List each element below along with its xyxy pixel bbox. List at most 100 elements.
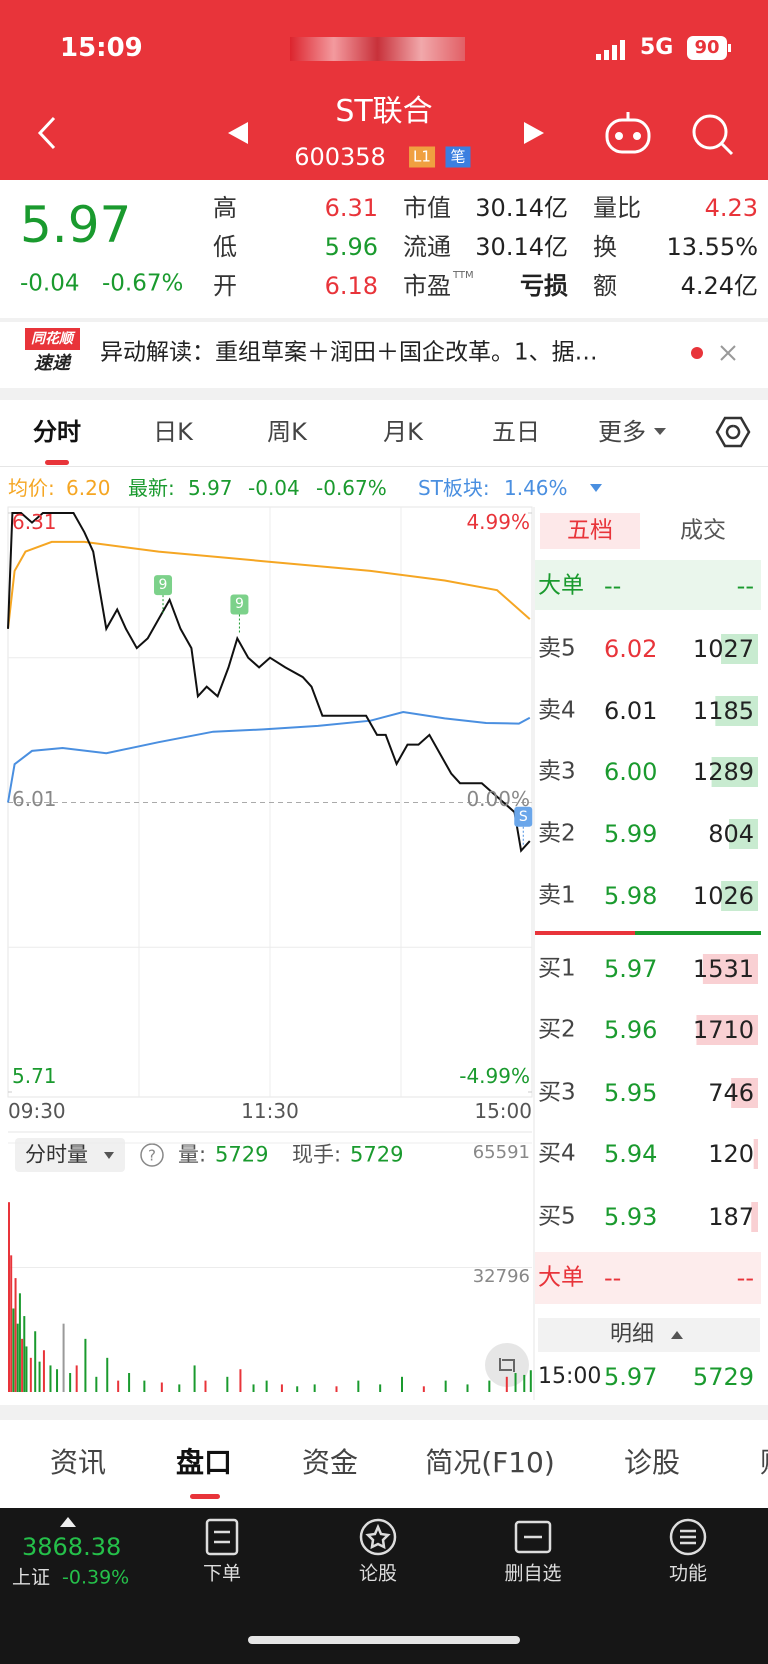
book-tab[interactable]: 五档 (567, 517, 613, 544)
action-label[interactable]: 下单 (202, 1562, 242, 1585)
separator (0, 466, 768, 467)
help-text: ? (148, 1146, 156, 1165)
book-tab[interactable]: 成交 (680, 517, 726, 544)
volume-bar (16, 1323, 19, 1392)
book-volume: 1026 (692, 882, 754, 910)
book-price: 5.93 (604, 1203, 658, 1231)
index-arrow (60, 1517, 76, 1527)
chart-tab[interactable]: 周K (267, 418, 307, 446)
volume-bar (62, 1323, 65, 1392)
field-label: 换 (593, 233, 617, 261)
help-icon[interactable] (140, 1143, 164, 1167)
book-volume-bar (753, 1139, 758, 1169)
next-icon[interactable] (524, 122, 544, 144)
book-label: 买2 (538, 1016, 576, 1043)
action-label[interactable]: 功能 (668, 1562, 708, 1585)
volume-bar (128, 1373, 131, 1392)
search-icon[interactable] (692, 114, 734, 156)
book-divider (535, 931, 635, 935)
trade-time: 15:00 (538, 1364, 602, 1389)
chart-tab[interactable]: 五日 (492, 418, 540, 446)
section-tab[interactable]: 财 (760, 1449, 768, 1477)
chart-tab[interactable]: 分时 (33, 418, 81, 446)
field-label: 市盈 (403, 272, 451, 300)
signal-label: 9 (234, 596, 244, 613)
close-icon[interactable] (720, 345, 736, 361)
book-volume: 187 (708, 1203, 754, 1231)
book-volume: 1531 (692, 955, 754, 983)
settings-icon[interactable] (715, 416, 751, 448)
volume-bar (178, 1384, 181, 1392)
chart-tab[interactable]: 更多 (598, 418, 646, 446)
action-label[interactable]: 论股 (358, 1562, 398, 1585)
latest-change: -0.04 (248, 476, 300, 500)
badge: 笔 (445, 146, 471, 168)
signal-badge (514, 806, 533, 827)
field-label: 市值 (403, 194, 451, 222)
book-price: 5.95 (604, 1079, 658, 1107)
signal-badge (230, 594, 249, 615)
section-tab[interactable]: 资金 (301, 1446, 359, 1479)
hand-value: 5729 (350, 1142, 404, 1167)
carrier-blur (290, 37, 465, 61)
signal-label: S (518, 808, 528, 825)
chart-tab[interactable]: 月K (383, 418, 423, 446)
book-label: 买5 (538, 1203, 576, 1230)
volume-bar (252, 1384, 255, 1392)
book-label: 买1 (538, 955, 576, 982)
field-value: 30.14亿 (475, 233, 568, 261)
book-label: 卖1 (538, 882, 576, 909)
field-value: 6.31 (324, 194, 378, 222)
separator (0, 1405, 768, 1420)
field-value: 13.55% (666, 233, 758, 261)
book-label: 大单 (538, 572, 584, 599)
volume-bar (18, 1293, 21, 1392)
expand-glyph (499, 1358, 515, 1372)
robot-icon[interactable] (605, 112, 651, 154)
volume-selector[interactable]: 分时量 (25, 1142, 88, 1167)
volume-bar (25, 1346, 28, 1392)
book-price: 6.01 (604, 697, 658, 725)
book-label: 买3 (538, 1079, 576, 1106)
volume-bar (357, 1380, 360, 1392)
news-text[interactable]: 异动解读：重组草案＋润田＋国企改革。1、据… (100, 339, 598, 366)
pct-tick-label: 4.99% (466, 510, 530, 534)
book-price: 6.02 (604, 635, 658, 663)
section-tab[interactable]: 诊股 (623, 1446, 681, 1479)
book-volume: 1027 (692, 635, 754, 663)
home-indicator (248, 1636, 520, 1644)
chart-tab[interactable]: 日K (153, 418, 193, 446)
avg-label: 均价: (8, 476, 55, 500)
big-order-bg (535, 1252, 761, 1304)
action-icons[interactable] (205, 1518, 707, 1556)
book-label: 买4 (538, 1140, 576, 1167)
book-volume-bar (711, 757, 758, 787)
book-volume: 1710 (692, 1016, 754, 1044)
sector-line (7, 710, 531, 803)
back-icon[interactable] (37, 116, 56, 150)
field-value: 亏损 (520, 272, 568, 300)
volume-bar (8, 1202, 10, 1392)
y-tick-label: 6.01 (12, 786, 57, 811)
detail-toggle[interactable]: 明细 (609, 1322, 655, 1347)
latest-value: 5.97 (188, 476, 233, 500)
section-tab[interactable]: 盘口 (175, 1446, 233, 1479)
volume-bar (49, 1365, 52, 1392)
last-price: 5.97 (20, 196, 132, 254)
book-price: 5.94 (604, 1140, 658, 1168)
section-tab[interactable]: 简况(F10) (425, 1446, 555, 1479)
book-divider (635, 931, 761, 935)
expand-icon[interactable] (485, 1343, 529, 1387)
volume-bar (42, 1350, 45, 1392)
tab-underline (45, 460, 69, 465)
section-tab[interactable]: 资讯 (49, 1446, 107, 1479)
index-value: 3868.38 (22, 1533, 122, 1561)
book-price: 6.00 (604, 758, 658, 786)
volume-tick-label: 65591 (472, 1142, 530, 1163)
volume-bar (514, 1373, 517, 1392)
action-label[interactable]: 删自选 (504, 1562, 562, 1585)
prev-icon[interactable] (228, 122, 248, 144)
detail-bg (538, 1318, 760, 1352)
